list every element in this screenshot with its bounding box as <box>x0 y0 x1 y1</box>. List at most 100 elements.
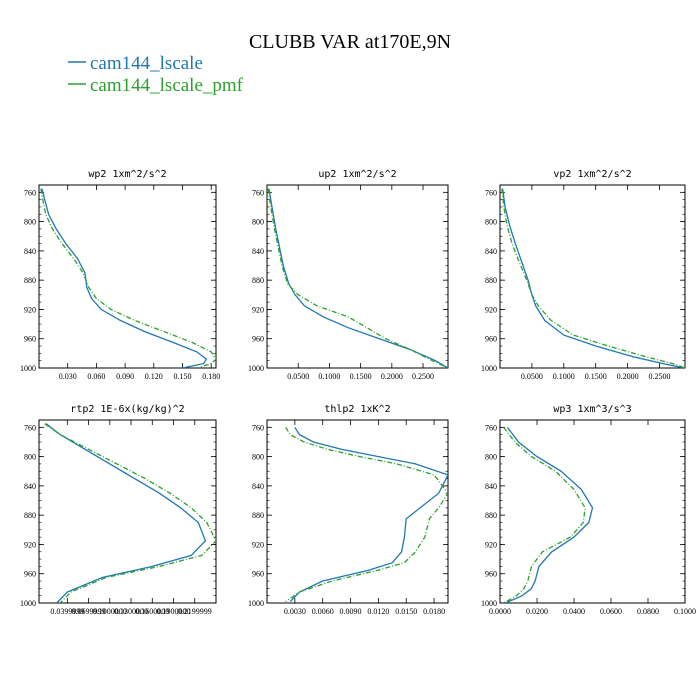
panel-3: vp2 1xm^2/s^2 760 800 840 880 920 960 1000 0.050… <box>481 169 686 381</box>
y-tick-label: 920 <box>24 305 36 314</box>
y-tick-label: 880 <box>24 276 36 285</box>
y-tick-label: 1000 <box>481 599 497 608</box>
y-tick-label: 760 <box>485 423 497 432</box>
x-tick-label: 0.1000000 <box>93 607 127 616</box>
x-tick-label: 0.0400 <box>563 607 585 616</box>
x-tick-label: 0.2500 <box>648 372 670 381</box>
x-tick-label: 0.2500 <box>412 372 434 381</box>
y-tick-label: 760 <box>485 188 497 197</box>
legend: cam144_lscale cam144_lscale_pmf <box>68 53 244 96</box>
y-tick-label: 960 <box>24 335 36 344</box>
panel-title: wp2 1xm^2/s^2 <box>88 169 166 180</box>
plot-frame <box>266 184 449 369</box>
series-line-cam144-lscale-pmf <box>285 426 448 603</box>
x-tick-label: 0.0800 <box>637 607 659 616</box>
x-tick-label: 0.060 <box>87 372 105 381</box>
y-tick-label: 800 <box>252 453 264 462</box>
x-tick-label: 0.1000 <box>318 372 340 381</box>
y-tick-label: 880 <box>485 276 497 285</box>
y-tick-label: 920 <box>485 540 497 549</box>
x-tick-label: 0.0600 <box>600 607 622 616</box>
x-tick-label: 0.180 <box>202 372 220 381</box>
y-tick-label: 840 <box>24 247 36 256</box>
y-tick-label: 920 <box>252 305 264 314</box>
y-tick-label: 1000 <box>248 599 264 608</box>
panel-title: thlp2 1xK^2 <box>324 404 390 415</box>
x-tick-label: 0.0000 <box>489 607 511 616</box>
x-tick-label: 0.1300000 <box>114 607 148 616</box>
series-line-cam144-lscale <box>45 423 207 603</box>
y-tick-label: 960 <box>485 570 497 579</box>
y-tick-label: 880 <box>252 276 264 285</box>
panel-4: rtp2 1E-6x(kg/kg)^2 760 800 840 880 920 960 100… <box>20 404 217 616</box>
panel-5: thlp2 1xK^2 760 800 840 880 920 960 1000 0.0030 0… <box>248 404 449 616</box>
y-tick-label: 800 <box>252 218 264 227</box>
x-tick-label: 0.0500 <box>287 372 309 381</box>
series-line-cam144-lscale <box>505 426 594 603</box>
y-tick-label: 840 <box>252 247 264 256</box>
y-tick-label: 760 <box>252 423 264 432</box>
y-tick-label: 1000 <box>20 364 36 373</box>
x-tick-label: 0.1000 <box>553 372 575 381</box>
panel-title: wp3 1xm^3/s^3 <box>553 404 631 415</box>
x-tick-label: 0.120 <box>145 372 163 381</box>
x-tick-label: 0.0180 <box>423 607 445 616</box>
x-tick-label: 0.1900000 <box>157 607 191 616</box>
y-tick-label: 760 <box>24 188 36 197</box>
y-tick-label: 800 <box>24 218 36 227</box>
x-tick-label: 0.0120 <box>367 607 389 616</box>
panel-title: up2 1xm^2/s^2 <box>318 169 396 180</box>
x-tick-label: 0.1500 <box>350 372 372 381</box>
y-tick-label: 1000 <box>481 364 497 373</box>
figure-title: CLUBB VAR at170E,9N <box>249 31 451 53</box>
series-line-cam144-lscale <box>268 188 448 368</box>
y-tick-label: 1000 <box>20 599 36 608</box>
panels: wp2 1xm^2/s^2 760 800 840 880 920 960 1000 0.030… <box>20 169 696 616</box>
x-tick-label: 0.2000 <box>617 372 639 381</box>
x-tick-label: 0.2000 <box>381 372 403 381</box>
series-line-cam144-lscale-pmf <box>44 423 216 603</box>
x-tick-label: 0.030 <box>59 372 77 381</box>
plot-frame <box>499 419 686 604</box>
panel-2: up2 1xm^2/s^2 760 800 840 880 920 960 1000 0.050… <box>248 169 449 381</box>
series-line-cam144-lscale-pmf <box>501 188 685 368</box>
x-tick-label: 0.0090 <box>340 607 362 616</box>
y-tick-label: 760 <box>252 188 264 197</box>
x-tick-label: 0.0399999 <box>50 607 84 616</box>
panel-title: rtp2 1E-6x(kg/kg)^2 <box>70 404 184 415</box>
x-tick-label: 0.0699999 <box>72 607 106 616</box>
panel-1: wp2 1xm^2/s^2 760 800 840 880 920 960 1000 0.030… <box>20 169 220 381</box>
legend-label-cam144-lscale: cam144_lscale <box>90 53 203 74</box>
y-tick-label: 880 <box>24 511 36 520</box>
y-tick-label: 840 <box>24 482 36 491</box>
x-tick-label: 0.2199999 <box>178 607 212 616</box>
x-tick-label: 0.1000 <box>674 607 696 616</box>
y-tick-label: 800 <box>485 453 497 462</box>
y-tick-label: 920 <box>485 305 497 314</box>
y-tick-label: 760 <box>24 423 36 432</box>
y-tick-label: 880 <box>485 511 497 520</box>
y-tick-label: 840 <box>485 247 497 256</box>
x-tick-label: 0.0200 <box>526 607 548 616</box>
y-tick-label: 960 <box>252 570 264 579</box>
y-tick-label: 840 <box>252 482 264 491</box>
panel-title: vp2 1xm^2/s^2 <box>553 169 631 180</box>
x-tick-label: 0.0500 <box>521 372 543 381</box>
y-tick-label: 960 <box>24 570 36 579</box>
y-tick-label: 800 <box>485 218 497 227</box>
y-tick-label: 800 <box>24 453 36 462</box>
x-tick-label: 0.1600000 <box>135 607 169 616</box>
series-line-cam144-lscale <box>289 426 448 602</box>
y-tick-label: 880 <box>252 511 264 520</box>
y-tick-label: 960 <box>252 335 264 344</box>
y-tick-label: 960 <box>485 335 497 344</box>
panel-6: wp3 1xm^3/s^3 760 800 840 880 920 960 10000.000… <box>481 404 696 616</box>
x-tick-label: 0.1500 <box>585 372 607 381</box>
series-line-cam144-lscale-pmf <box>503 426 586 603</box>
plot-frame <box>499 184 686 369</box>
x-tick-label: 0.0060 <box>312 607 334 616</box>
x-tick-label: 0.0150 <box>395 607 417 616</box>
x-tick-label: 0.150 <box>174 372 192 381</box>
legend-label-cam144-lscale-pmf: cam144_lscale_pmf <box>90 75 244 96</box>
